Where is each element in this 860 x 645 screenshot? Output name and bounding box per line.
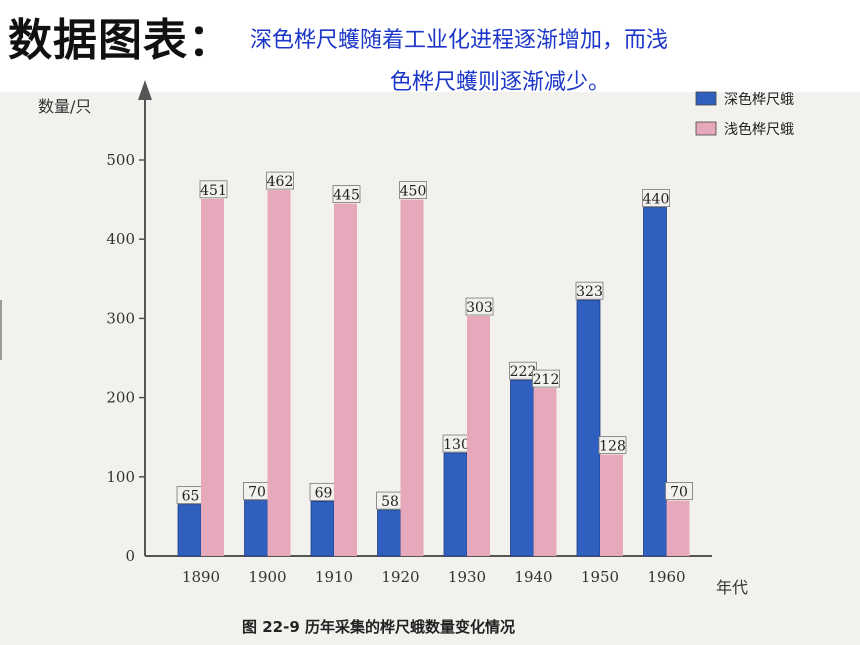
bar-dark-moth	[310, 500, 335, 557]
bar-light-moth	[400, 199, 424, 556]
data-label-box	[598, 436, 627, 455]
y-tick-label: 0	[125, 547, 135, 565]
bar-dark-moth	[576, 299, 601, 557]
data-label-box	[332, 185, 361, 203]
bar-light-moth	[334, 203, 357, 556]
legend-label: 深色桦尺蛾	[724, 91, 794, 108]
y-tick-label: 100	[106, 468, 135, 486]
y-tick-label: 300	[106, 309, 135, 327]
data-label: 462	[267, 174, 294, 190]
data-label: 303	[466, 300, 493, 316]
slide-subtitle-line1: 深色桦尺蠖随着工业化进程逐渐增加，而浅	[250, 28, 669, 53]
y-tick-label: 200	[106, 389, 135, 407]
y-tick-label: 400	[106, 230, 135, 248]
data-label: 69	[315, 485, 333, 501]
bar-dark-moth	[377, 509, 401, 557]
data-label: 440	[643, 192, 670, 208]
y-axis-label: 数量/只	[38, 97, 91, 116]
data-label: 70	[248, 485, 266, 501]
data-label-box	[575, 281, 604, 300]
x-tick-label: 1960	[647, 568, 685, 586]
bar-dark-moth	[510, 379, 534, 557]
data-label: 445	[333, 188, 360, 204]
x-tick-label: 1910	[315, 568, 353, 586]
bar-light-moth	[600, 454, 623, 556]
figure-caption: 图 22-9 历年采集的桦尺蛾数量变化情况	[242, 618, 515, 636]
data-label: 451	[200, 183, 227, 199]
x-tick-label: 1950	[581, 568, 619, 586]
page-edge-shadow	[0, 300, 2, 360]
x-axis-label: 年代	[716, 578, 748, 597]
x-tick-label: 1890	[182, 568, 220, 586]
slide-subtitle-line2: 色桦尺蠖则逐渐减少。	[390, 70, 611, 95]
bar-light-moth	[267, 190, 291, 556]
data-label: 222	[510, 364, 537, 380]
data-label-box	[199, 180, 228, 199]
x-tick-label: 1940	[514, 568, 552, 586]
y-tick-label: 500	[106, 151, 135, 169]
x-tick-label: 1900	[248, 568, 286, 586]
bar-light-moth	[666, 500, 690, 556]
slide-title: 数据图表：	[8, 15, 233, 66]
data-label: 70	[670, 485, 688, 501]
bar-light-moth	[467, 316, 490, 556]
legend-swatch-dark	[695, 91, 717, 106]
data-label: 130	[443, 437, 470, 453]
x-tick-label: 1920	[381, 568, 419, 586]
data-label-box	[465, 297, 494, 316]
bar-dark-moth	[643, 207, 667, 557]
bar-light-moth	[201, 198, 224, 557]
bar-dark-moth	[177, 504, 202, 557]
data-label: 450	[400, 184, 427, 200]
data-label-box	[642, 189, 670, 207]
bar-dark-moth	[443, 452, 468, 557]
data-label-box	[399, 181, 427, 200]
legend-swatch-light	[695, 121, 717, 136]
y-axis-arrow	[138, 80, 152, 100]
x-tick-label: 1930	[448, 568, 486, 586]
legend-label: 浅色桦尺蛾	[724, 121, 794, 138]
data-label: 323	[576, 284, 603, 300]
bar-light-moth	[533, 388, 557, 556]
bar-dark-moth	[244, 500, 268, 557]
data-label: 128	[599, 439, 626, 455]
chart-photo-background	[0, 92, 860, 645]
data-label-box	[266, 171, 294, 190]
data-label: 58	[381, 494, 399, 510]
data-label: 212	[533, 372, 560, 388]
data-label-box	[665, 482, 693, 500]
data-label: 65	[182, 489, 200, 505]
data-label-box	[532, 369, 560, 388]
